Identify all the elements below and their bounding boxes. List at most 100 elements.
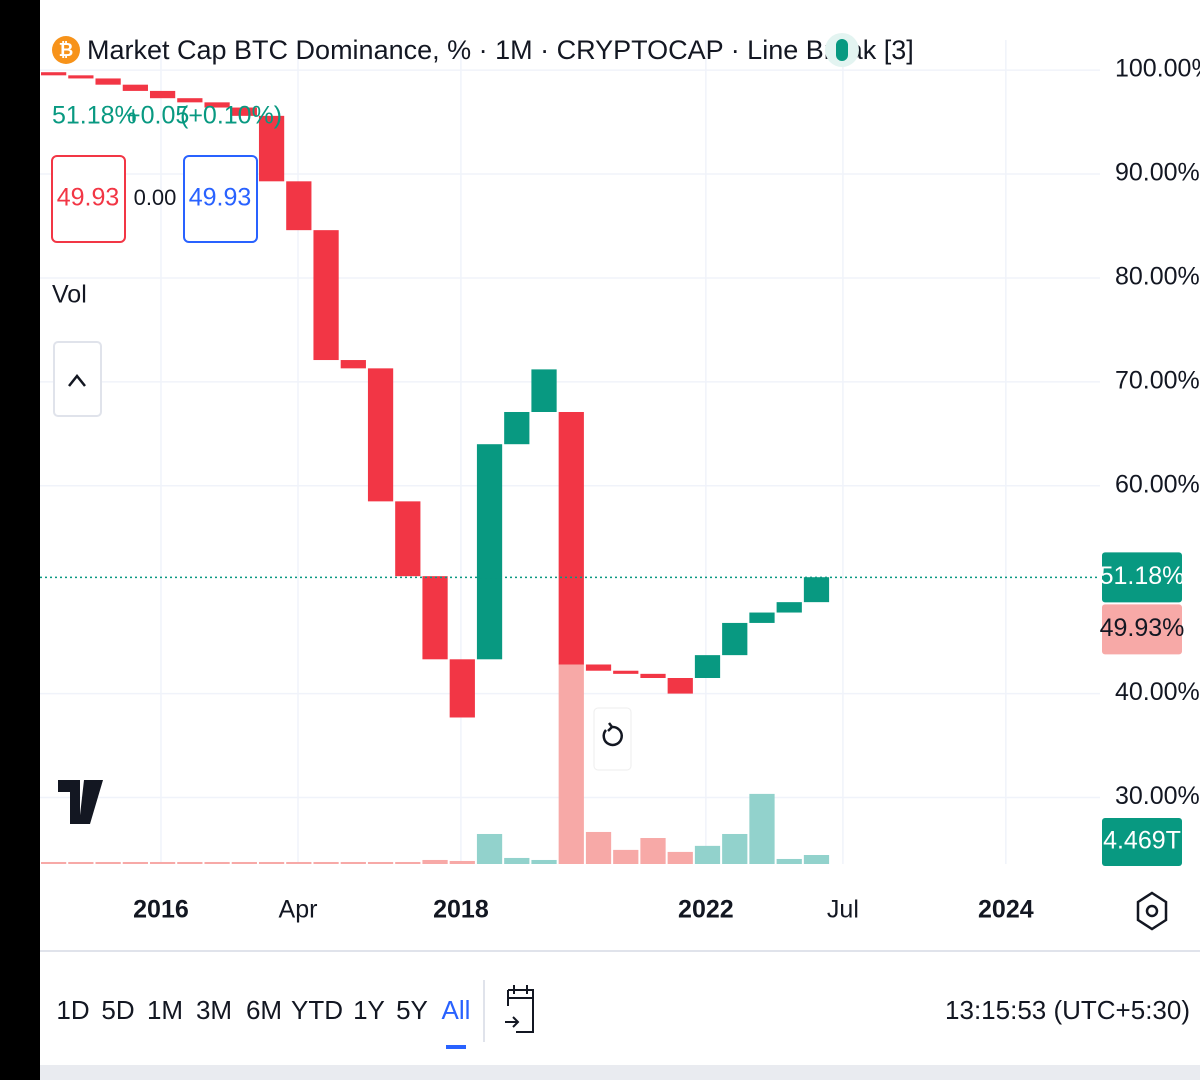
- last-price-label: 51.18%: [1100, 562, 1185, 590]
- brick: [122, 84, 148, 91]
- last-price-box: [1102, 552, 1182, 603]
- timeframe-button[interactable]: 1M: [147, 995, 183, 1025]
- volume-legend: Vol: [52, 281, 87, 309]
- timeframe-button[interactable]: All: [442, 995, 471, 1025]
- btc-symbol: ₿: [59, 40, 74, 60]
- volume-bar: [722, 833, 748, 864]
- timeframe-button[interactable]: 1D: [56, 995, 89, 1025]
- brick: [749, 612, 775, 623]
- volume-bar: [286, 861, 312, 864]
- y-tick-label: 70.00%: [1115, 366, 1200, 394]
- timeframe-button[interactable]: 5Y: [396, 995, 428, 1025]
- y-tick-label: 80.00%: [1115, 263, 1200, 291]
- brick: [476, 444, 503, 660]
- volume-bar: [204, 861, 230, 864]
- reset-button[interactable]: [593, 707, 632, 771]
- volume-bar: [640, 838, 666, 864]
- x-tick-label: 2016: [133, 896, 189, 924]
- brick: [68, 75, 94, 79]
- timeframe-button[interactable]: 3M: [196, 995, 232, 1025]
- x-tick-label: Apr: [279, 896, 318, 924]
- brick: [776, 602, 802, 613]
- brick: [286, 181, 312, 231]
- tv-logo: [58, 780, 103, 824]
- volume-bar: [776, 858, 802, 864]
- volume-bar: [694, 845, 721, 864]
- spread: 0.00: [134, 185, 177, 210]
- volume-bar: [504, 857, 530, 864]
- volume-bar: [340, 861, 366, 864]
- volume-bar: [476, 833, 503, 864]
- last-value: 51.18%: [52, 102, 137, 130]
- buy-button[interactable]: [183, 155, 258, 243]
- left-edge: [0, 0, 40, 1080]
- status-dot: [836, 39, 848, 61]
- volume-bar: [422, 859, 448, 864]
- volume-value-label: 4.469T: [1103, 827, 1181, 855]
- x-tick-label: 2024: [978, 896, 1034, 924]
- volume-bar: [95, 861, 121, 864]
- brick: [449, 659, 475, 718]
- volume-bar: [803, 854, 830, 864]
- brick: [694, 655, 721, 679]
- volume-bar: [149, 861, 176, 864]
- volume-bar: [449, 860, 475, 864]
- change: +0.05: [126, 102, 189, 130]
- clock: 13:15:53 (UTC+5:30): [945, 995, 1190, 1025]
- volume-bar: [531, 859, 557, 864]
- brick: [558, 411, 584, 665]
- y-tick-label: 30.00%: [1115, 782, 1200, 810]
- brick: [204, 102, 230, 108]
- volume-bar: [122, 861, 148, 864]
- brick: [258, 115, 285, 182]
- volume-bar: [585, 831, 612, 864]
- brick: [41, 72, 67, 76]
- change-pct: (+0.10%): [180, 102, 282, 130]
- y-tick-label: 100.00%: [1115, 55, 1200, 83]
- brick: [340, 360, 366, 369]
- prev-close-label: 49.93%: [1100, 614, 1185, 642]
- timeframes: 1D 5D 1M 3M 6M YTD 1Y 5Y All: [56, 995, 470, 1049]
- timeframe-button[interactable]: 1Y: [353, 995, 385, 1025]
- collapse-button[interactable]: [53, 341, 102, 417]
- chart-title: Market Cap BTC Dominance, % · 1M · CRYPT…: [87, 35, 914, 65]
- sell-button[interactable]: [51, 155, 126, 243]
- brick: [95, 78, 121, 85]
- brick: [367, 368, 394, 502]
- volume-bar: [258, 861, 285, 864]
- brick: [722, 622, 748, 656]
- brick: [803, 577, 830, 603]
- brick: [531, 369, 557, 412]
- volume-bar: [558, 663, 584, 864]
- volume-bar: [367, 861, 394, 864]
- volume-bar: [667, 851, 693, 864]
- y-tick-label: 60.00%: [1115, 470, 1200, 498]
- volume-bar: [231, 861, 257, 864]
- plot: 30.00% 40.00% 60.00% 70.00% 80.00% 90.00% 100.…: [40, 40, 1200, 924]
- prev-close-box: [1102, 604, 1182, 655]
- volume-bar: [395, 861, 421, 864]
- reset-icon: [602, 722, 623, 747]
- volume-bar: [41, 861, 67, 864]
- settings-button[interactable]: [1136, 891, 1168, 931]
- volume-bar: [177, 861, 203, 864]
- brick: [640, 673, 666, 679]
- btc-icon: [52, 36, 80, 64]
- brick: [667, 678, 693, 694]
- brick: [422, 576, 448, 660]
- timeframe-button[interactable]: YTD: [291, 995, 343, 1025]
- active-indicator: [446, 1045, 466, 1049]
- volume-bar: [613, 849, 639, 864]
- y-tick-label: 90.00%: [1115, 159, 1200, 187]
- timeframe-button[interactable]: 5D: [101, 995, 134, 1025]
- timeframe-button[interactable]: 6M: [246, 995, 282, 1025]
- brick: [231, 107, 257, 116]
- brick: [395, 501, 421, 577]
- volume-bar: [749, 793, 775, 864]
- sell-price: 49.93: [57, 184, 120, 212]
- x-tick-label: 2022: [678, 896, 734, 924]
- brick: [585, 664, 612, 671]
- buy-price: 49.93: [189, 184, 252, 212]
- date-range-button[interactable]: [505, 985, 534, 1033]
